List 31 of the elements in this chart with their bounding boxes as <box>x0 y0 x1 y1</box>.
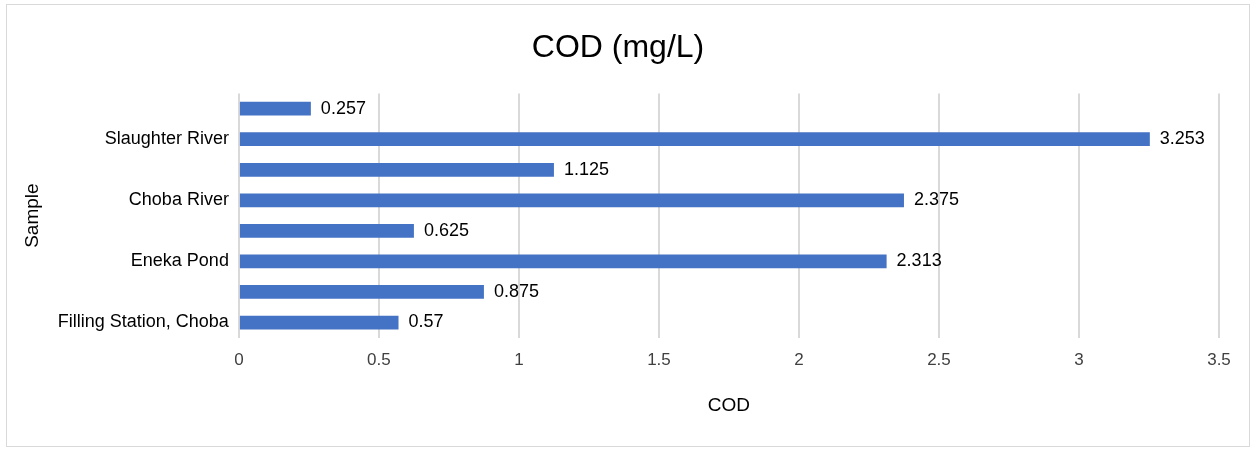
bar <box>239 315 399 330</box>
x-tick-label: 1 <box>514 349 524 369</box>
x-tick-label: 0.5 <box>367 349 391 369</box>
data-label: 0.257 <box>320 97 366 118</box>
y-tick-label: Choba River <box>128 189 229 210</box>
bar <box>239 101 311 116</box>
data-label: 0.625 <box>423 219 469 240</box>
bar <box>239 132 1150 147</box>
x-axis-title: COD <box>707 393 751 415</box>
data-label: 0.875 <box>493 280 539 301</box>
x-tick-label: 1.5 <box>647 349 671 369</box>
x-tick-label: 3 <box>1074 349 1084 369</box>
x-tick-label: 2 <box>794 349 804 369</box>
data-label: 2.375 <box>913 189 960 210</box>
data-label: 0.57 <box>408 311 444 332</box>
y-tick-label: Eneka Pond <box>130 250 229 271</box>
x-tick-label: 2.5 <box>927 349 951 369</box>
chart-title: COD (mg/L) <box>531 28 705 65</box>
data-label: 2.313 <box>896 250 942 271</box>
data-label: 1.125 <box>563 158 609 179</box>
y-tick-label: Slaughter River <box>104 128 229 149</box>
data-label: 3.253 <box>1159 128 1205 149</box>
bar <box>239 193 904 208</box>
x-tick-label: 3.5 <box>1207 349 1231 369</box>
bar <box>239 224 414 238</box>
bar <box>239 162 554 177</box>
bar <box>239 254 887 269</box>
y-tick-label: Filling Station, Choba <box>57 311 230 332</box>
x-tick-label: 0 <box>234 349 244 369</box>
y-axis-title: Sample <box>20 183 42 248</box>
bar <box>239 285 484 299</box>
